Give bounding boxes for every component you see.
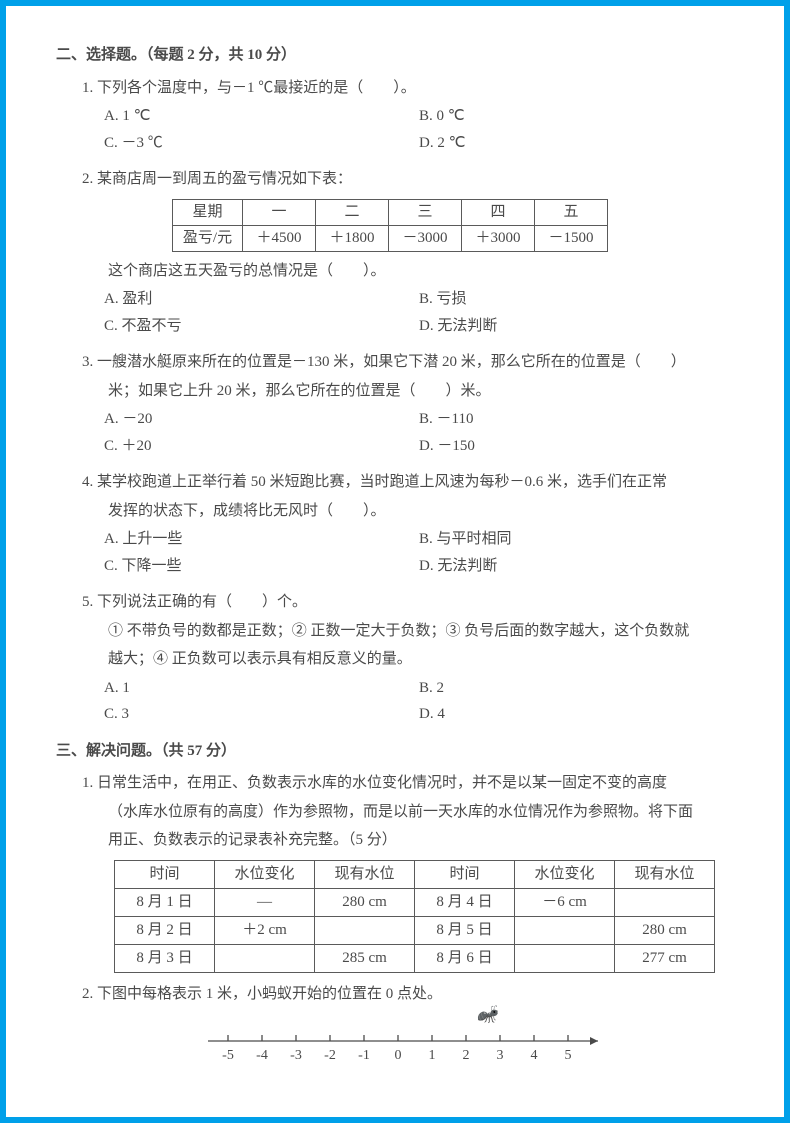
q2-5: 5. 下列说法正确的有（ ）个。 ① 不带负号的数都是正数；② 正数一定大于负数… bbox=[82, 591, 734, 730]
svg-text:-1: -1 bbox=[358, 1048, 370, 1063]
svg-text:1: 1 bbox=[429, 1048, 436, 1063]
q-line1: 1. 日常生活中，在用正、负数表示水库的水位变化情况时，并不是以某一固定不变的高… bbox=[82, 772, 734, 795]
q3-1: 1. 日常生活中，在用正、负数表示水库的水位变化情况时，并不是以某一固定不变的高… bbox=[82, 772, 734, 973]
cell: 8 月 1 日 bbox=[115, 888, 215, 916]
water-table: 时间 水位变化 现有水位 时间 水位变化 现有水位 8 月 1 日 — 280 … bbox=[114, 860, 715, 973]
q-line3: 用正、负数表示的记录表补充完整。（5 分） bbox=[108, 829, 734, 852]
cell: －6 cm bbox=[515, 888, 615, 916]
section-2-head: 二、选择题。（每题 2 分，共 10 分） bbox=[56, 44, 734, 67]
opt-c: C. ＋20 bbox=[104, 435, 419, 458]
svg-text:0: 0 bbox=[395, 1048, 402, 1063]
cell: 280 cm bbox=[315, 888, 415, 916]
cell: 285 cm bbox=[315, 944, 415, 972]
opt-d: D. 4 bbox=[419, 703, 734, 726]
q-line2: 越大；④ 正负数可以表示具有相反意义的量。 bbox=[108, 648, 734, 671]
cell: 8 月 3 日 bbox=[115, 944, 215, 972]
q-text: 5. 下列说法正确的有（ ）个。 bbox=[82, 591, 734, 614]
cell: 五 bbox=[535, 199, 608, 225]
q-line1: 3. 一艘潜水艇原来所在的位置是－130 米，如果它下潜 20 米，那么它所在的… bbox=[82, 351, 734, 374]
opt-b: B. 2 bbox=[419, 677, 734, 700]
cell: 一 bbox=[243, 199, 316, 225]
opt-b: B. 0 ℃ bbox=[419, 105, 734, 128]
cell: 水位变化 bbox=[215, 860, 315, 888]
opt-d: D. 无法判断 bbox=[419, 315, 734, 338]
q-line2: （水库水位原有的高度）作为参照物，而是以前一天水库的水位情况作为参照物。将下面 bbox=[108, 801, 734, 824]
cell bbox=[615, 888, 715, 916]
cell: 8 月 4 日 bbox=[415, 888, 515, 916]
q-text: 1. 下列各个温度中，与－1 ℃最接近的是（ ）。 bbox=[82, 77, 734, 100]
cell: －1500 bbox=[535, 225, 608, 251]
cell: 水位变化 bbox=[515, 860, 615, 888]
opt-c: C. 不盈不亏 bbox=[104, 315, 419, 338]
opt-d: D. 2 ℃ bbox=[419, 132, 734, 155]
q-text: 2. 下图中每格表示 1 米，小蚂蚁开始的位置在 0 点处。 bbox=[82, 983, 734, 1006]
opt-c: C. 下降一些 bbox=[104, 555, 419, 578]
q3-2: 2. 下图中每格表示 1 米，小蚂蚁开始的位置在 0 点处。 🐜 -5 -4 -… bbox=[82, 983, 734, 1070]
cell: 二 bbox=[316, 199, 389, 225]
cell: ＋2 cm bbox=[215, 916, 315, 944]
cell: 8 月 5 日 bbox=[415, 916, 515, 944]
cell bbox=[515, 916, 615, 944]
opt-a: A. －20 bbox=[104, 408, 419, 431]
q-line1: 4. 某学校跑道上正举行着 50 米短跑比赛，当时跑道上风速为每秒－0.6 米，… bbox=[82, 471, 734, 494]
cell: ＋1800 bbox=[316, 225, 389, 251]
cell: — bbox=[215, 888, 315, 916]
q-line1: ① 不带负号的数都是正数；② 正数一定大于负数；③ 负号后面的数字越大，这个负数… bbox=[108, 620, 734, 643]
svg-text:-3: -3 bbox=[290, 1048, 302, 1063]
cell: ＋4500 bbox=[243, 225, 316, 251]
svg-text:4: 4 bbox=[531, 1048, 538, 1063]
cell: 四 bbox=[462, 199, 535, 225]
q2-3: 3. 一艘潜水艇原来所在的位置是－130 米，如果它下潜 20 米，那么它所在的… bbox=[82, 351, 734, 461]
cell: 现有水位 bbox=[315, 860, 415, 888]
svg-text:5: 5 bbox=[565, 1048, 572, 1063]
q-line2: 发挥的状态下，成绩将比无风时（ ）。 bbox=[108, 500, 734, 523]
svg-text:-5: -5 bbox=[222, 1048, 234, 1063]
cell: 8 月 2 日 bbox=[115, 916, 215, 944]
q2-2: 2. 某商店周一到周五的盈亏情况如下表： 星期 一 二 三 四 五 盈亏/元 ＋… bbox=[82, 168, 734, 341]
cell: 盈亏/元 bbox=[173, 225, 243, 251]
opt-d: D. 无法判断 bbox=[419, 555, 734, 578]
ant-icon: 🐜 bbox=[477, 1001, 499, 1028]
cell: 280 cm bbox=[615, 916, 715, 944]
cell: 三 bbox=[389, 199, 462, 225]
cell: 时间 bbox=[115, 860, 215, 888]
q-after: 这个商店这五天盈亏的总情况是（ ）。 bbox=[108, 260, 734, 283]
cell: 时间 bbox=[415, 860, 515, 888]
number-line: 🐜 -5 -4 -3 -2 -1 0 1 2 3 bbox=[82, 1023, 734, 1069]
opt-d: D. －150 bbox=[419, 435, 734, 458]
opt-b: B. －110 bbox=[419, 408, 734, 431]
cell bbox=[515, 944, 615, 972]
q-line2: 米；如果它上升 20 米，那么它所在的位置是（ ）米。 bbox=[108, 380, 734, 403]
svg-text:-2: -2 bbox=[324, 1048, 336, 1063]
opt-a: A. 1 ℃ bbox=[104, 105, 419, 128]
cell: 8 月 6 日 bbox=[415, 944, 515, 972]
cell: 现有水位 bbox=[615, 860, 715, 888]
opt-b: B. 与平时相同 bbox=[419, 528, 734, 551]
opt-a: A. 盈利 bbox=[104, 288, 419, 311]
svg-text:2: 2 bbox=[463, 1048, 470, 1063]
opt-a: A. 1 bbox=[104, 677, 419, 700]
cell: －3000 bbox=[389, 225, 462, 251]
q2-1: 1. 下列各个温度中，与－1 ℃最接近的是（ ）。 A. 1 ℃ B. 0 ℃ … bbox=[82, 77, 734, 159]
opt-b: B. 亏损 bbox=[419, 288, 734, 311]
cell: 星期 bbox=[173, 199, 243, 225]
section-3-head: 三、解决问题。（共 57 分） bbox=[56, 740, 734, 763]
cell: 277 cm bbox=[615, 944, 715, 972]
cell bbox=[215, 944, 315, 972]
profit-table: 星期 一 二 三 四 五 盈亏/元 ＋4500 ＋1800 －3000 ＋300… bbox=[172, 199, 608, 252]
q2-4: 4. 某学校跑道上正举行着 50 米短跑比赛，当时跑道上风速为每秒－0.6 米，… bbox=[82, 471, 734, 581]
svg-text:3: 3 bbox=[497, 1048, 504, 1063]
opt-c: C. 3 bbox=[104, 703, 419, 726]
svg-text:-4: -4 bbox=[256, 1048, 268, 1063]
cell: ＋3000 bbox=[462, 225, 535, 251]
q-text: 2. 某商店周一到周五的盈亏情况如下表： bbox=[82, 168, 734, 191]
cell bbox=[315, 916, 415, 944]
opt-c: C. －3 ℃ bbox=[104, 132, 419, 155]
opt-a: A. 上升一些 bbox=[104, 528, 419, 551]
